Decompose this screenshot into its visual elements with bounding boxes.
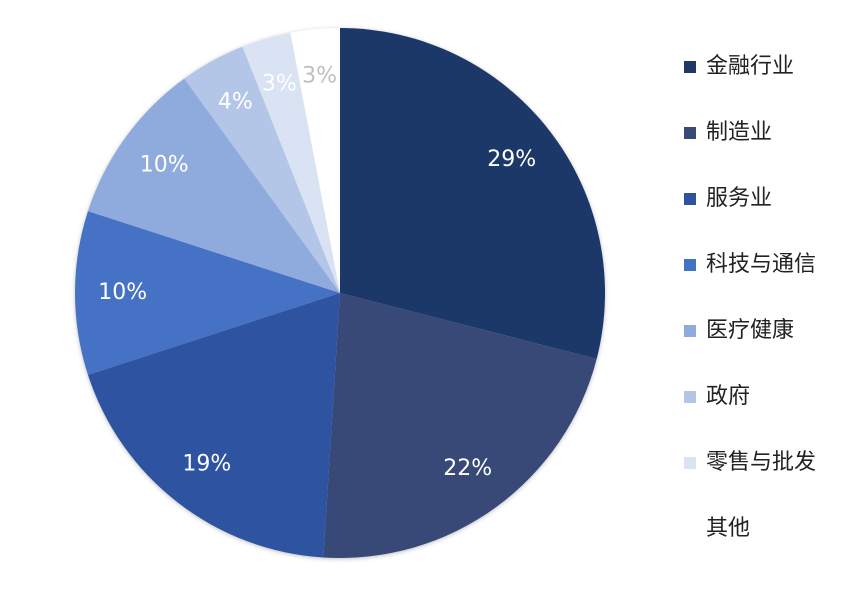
legend-label: 医疗健康	[706, 318, 794, 343]
value-label: 3%	[262, 71, 297, 96]
pie-slice	[340, 28, 605, 359]
legend-marker	[684, 127, 696, 139]
legend-marker	[684, 259, 696, 271]
legend-marker	[684, 325, 696, 337]
pie-slice	[184, 46, 340, 294]
value-label: 22%	[443, 456, 492, 481]
pie-slice	[290, 28, 340, 293]
pie-slice	[87, 78, 340, 293]
legend-label: 金融行业	[706, 54, 794, 79]
value-label: 10%	[140, 152, 189, 177]
legend-marker	[684, 61, 696, 73]
legend-label: 其他	[706, 516, 750, 541]
legend-label: 制造业	[706, 120, 772, 145]
value-label: 10%	[98, 280, 147, 305]
pie-slice	[323, 293, 597, 558]
legend-marker	[684, 391, 696, 403]
legend-label: 服务业	[706, 186, 772, 211]
value-label: 19%	[182, 452, 231, 477]
legend-label: 科技与通信	[706, 252, 816, 277]
legend-label: 零售与批发	[706, 450, 816, 475]
value-label: 3%	[302, 64, 337, 89]
legend-marker	[684, 193, 696, 205]
value-label: 29%	[487, 147, 536, 172]
value-label: 4%	[218, 90, 253, 115]
legend-label: 政府	[706, 384, 750, 409]
value-labels: 29% 22% 19% 10% 10% 4% 3% 3%	[98, 64, 536, 481]
pie-slice	[74, 211, 340, 375]
pie	[74, 28, 605, 558]
legend-marker	[684, 523, 696, 535]
pie-slice	[242, 32, 340, 293]
legend-marker	[684, 457, 696, 469]
pie-slice	[87, 293, 340, 558]
